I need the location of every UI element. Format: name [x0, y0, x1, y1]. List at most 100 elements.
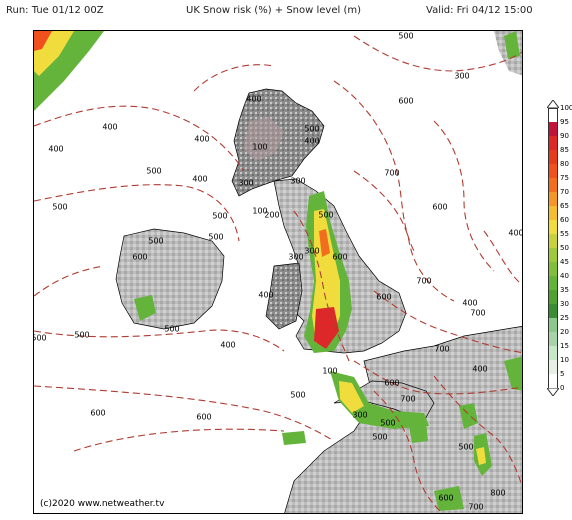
legend-value-label: 25: [560, 314, 569, 322]
contour-label: 400: [220, 340, 236, 350]
legend-swatch: [548, 150, 558, 164]
legend-value-label: 75: [560, 174, 569, 182]
contour-label: 500: [398, 31, 414, 41]
legend-value-label: 65: [560, 202, 569, 210]
contour-label: 600: [90, 408, 106, 418]
legend-swatch: [548, 206, 558, 220]
contour-label: 300: [238, 178, 254, 188]
contour-label: 600: [432, 202, 448, 212]
contour-label: 100: [252, 206, 268, 216]
map-title: UK Snow risk (%) + Snow level (m): [186, 5, 361, 16]
snow-risk-patch-northeast: [504, 31, 520, 59]
legend-value-label: 95: [560, 118, 569, 126]
legend-value-label: 10: [560, 356, 569, 364]
map-canvas: [34, 31, 522, 513]
contour-label: 300: [288, 252, 304, 262]
contour-label: 700: [470, 308, 486, 318]
legend-swatch: [548, 262, 558, 276]
contour-label: 500: [52, 202, 68, 212]
snow-risk-patch-continent-5: [282, 431, 306, 445]
legend-bottom-arrow: [547, 388, 559, 396]
legend-swatch: [548, 276, 558, 290]
legend-value-label: 55: [560, 230, 569, 238]
legend-value-label: 5: [560, 370, 565, 378]
legend-value-label: 45: [560, 258, 569, 266]
contour-label: 400: [508, 228, 523, 238]
legend-top-arrow: [547, 100, 559, 108]
contour-label: 300: [290, 176, 306, 186]
map-header: Run: Tue 01/12 00Z UK Snow risk (%) + Sn…: [0, 0, 572, 22]
copyright-label: (c)2020 www.netweather.tv: [38, 499, 167, 509]
snow-risk-core-north-england: [319, 229, 330, 257]
contour-label: 300: [352, 410, 368, 420]
legend-swatch: [548, 122, 558, 136]
legend-value-label: 35: [560, 286, 569, 294]
contour-label: 400: [48, 144, 64, 154]
land-wales: [265, 262, 303, 330]
contour-label: 500: [304, 124, 320, 134]
legend-value-label: 50: [560, 244, 569, 252]
contour-label: 100: [322, 366, 338, 376]
legend-swatch: [548, 136, 558, 150]
snow-risk-patch-continent-2-high: [476, 447, 486, 465]
contour-label: 400: [462, 298, 478, 308]
snow-risk-patch-northwest-core: [34, 31, 52, 51]
contour-label: 500: [458, 442, 474, 452]
contour-label: 600: [376, 292, 392, 302]
contour-label: 500: [34, 333, 47, 343]
snow-risk-legend: 100 95 90 85 80 75 70 65 60 55 50 45 40 35 30 25 20 15 10 5…: [540, 100, 572, 408]
legend-value-label: 20: [560, 328, 569, 336]
snow-risk-band-channel-high: [339, 381, 364, 413]
contour-label: 500: [318, 210, 334, 220]
snow-risk-patch-highlands: [244, 117, 284, 161]
contour-label: 500: [148, 236, 164, 246]
contour-label: 700: [434, 344, 450, 354]
valid-time-label: Valid: Fri 04/12 15:00: [426, 5, 533, 16]
legend-swatch: [548, 178, 558, 192]
legend-value-label: 85: [560, 146, 569, 154]
contour-label: 500: [164, 324, 180, 334]
legend-swatch: [548, 318, 558, 332]
contour-label: 400: [304, 136, 320, 146]
legend-swatch: [548, 346, 558, 360]
snow-risk-patch-continent-6: [434, 486, 464, 511]
legend-swatch: [548, 192, 558, 206]
contour-label: 700: [468, 502, 484, 512]
contour-label: 300: [454, 71, 470, 81]
contour-label: 400: [246, 94, 262, 104]
legend-swatch: [548, 248, 558, 262]
legend-value-label: 90: [560, 132, 569, 140]
snow-risk-patch-continent-4: [409, 423, 428, 443]
legend-swatch: [548, 360, 558, 374]
snow-risk-patch-ireland: [134, 295, 156, 321]
legend-value-label: 30: [560, 300, 569, 308]
contour-label: 400: [102, 122, 118, 132]
legend-value-label: 15: [560, 342, 569, 350]
legend-swatch: [548, 304, 558, 318]
snow-risk-patch-continent-3: [504, 356, 522, 391]
legend-value-label: 0: [560, 384, 565, 392]
legend-swatch: [548, 220, 558, 234]
run-time-label: Run: Tue 01/12 00Z: [6, 5, 104, 16]
contour-label: 600: [332, 252, 348, 262]
contour-label: 300: [304, 246, 320, 256]
legend-swatch: [548, 164, 558, 178]
contour-label: 600: [384, 378, 400, 388]
contour-label: 700: [416, 276, 432, 286]
contour-label: 400: [194, 134, 210, 144]
legend-swatch: [548, 234, 558, 248]
contour-label: 500: [380, 418, 396, 428]
snow-risk-core-england: [314, 307, 339, 349]
contour-label: 800: [490, 488, 506, 498]
contour-label: 400: [192, 174, 208, 184]
contour-label: 500: [146, 166, 162, 176]
contour-label: 400: [258, 290, 274, 300]
legend-value-label: 80: [560, 160, 569, 168]
contour-label: 600: [438, 493, 454, 503]
contour-label: 100: [252, 142, 268, 152]
contour-label: 500: [290, 390, 306, 400]
contour-label: 600: [398, 96, 414, 106]
contour-label: 500: [372, 432, 388, 442]
contour-label: 500: [208, 232, 224, 242]
contour-label: 400: [472, 364, 488, 374]
